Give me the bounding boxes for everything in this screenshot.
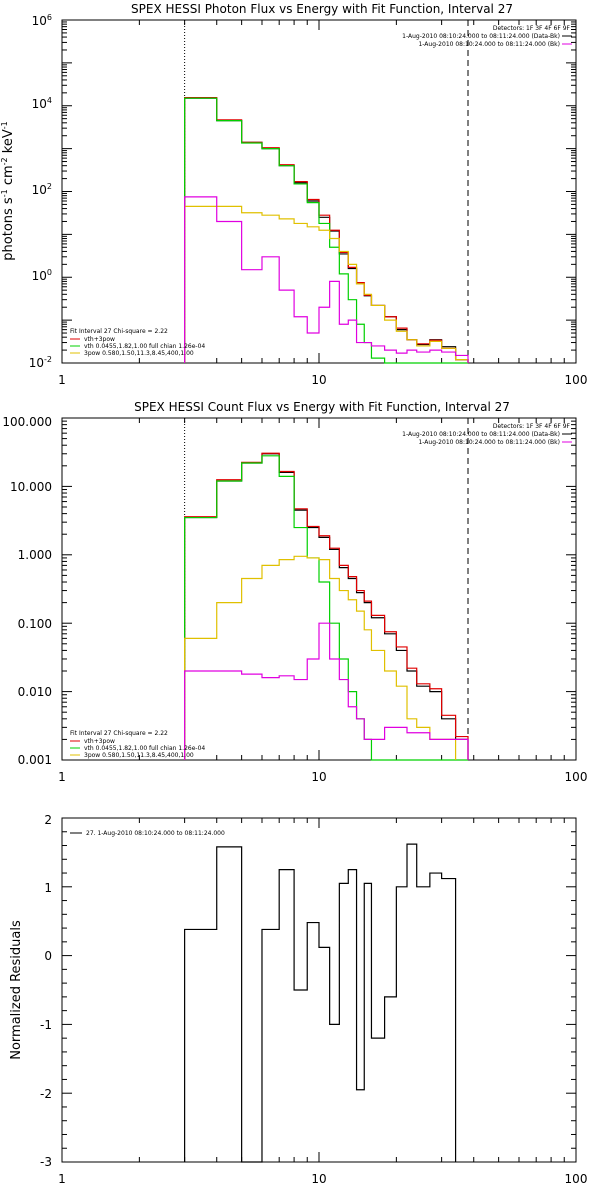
- series-group: [184, 843, 457, 1163]
- legend-label-thermal: vth 0.0455,1.82,1.00 full chian 1.26e-04: [84, 343, 205, 350]
- residuals-chart: -3 -2 -1 0 1 2 Normalized Residuals 1 10…: [9, 813, 587, 1186]
- bk-interval-label: 1-Aug-2010 08:10:24.000 to 08:11:24.000 …: [418, 439, 560, 446]
- legend-label: 27. 1-Aug-2010 08:10:24.000 to 08:11:24.…: [86, 830, 225, 837]
- y-tick-label: 0: [44, 949, 52, 963]
- x-tick-label: 10: [311, 770, 326, 784]
- bk-interval-label: 1-Aug-2010 08:10:24.000 to 08:11:24.000 …: [418, 41, 560, 48]
- fit-legend: Fit Interval 27 Chi-square = 2.22 vth+3p…: [70, 730, 205, 759]
- legend-label-total: vth+3pow: [84, 738, 115, 745]
- x-axis-tick-labels: 1 10 100: [58, 1172, 587, 1186]
- plot-frame: [61, 817, 577, 1163]
- series-line-data: [184, 843, 457, 1163]
- residual-legend: 27. 1-Aug-2010 08:10:24.000 to 08:11:24.…: [70, 830, 225, 837]
- header-text: Detectors: 1F 3F 4F 6F 9F 1-Aug-2010 08:…: [402, 423, 572, 446]
- y-tick-label: 100.000: [2, 415, 52, 429]
- detectors-label: Detectors: 1F 3F 4F 6F 9F: [493, 25, 571, 32]
- x-tick-label: 1: [58, 373, 66, 387]
- x-tick-label: 100: [565, 770, 588, 784]
- series-line-background: [184, 622, 469, 760]
- x-axis-tick-labels: 1 10 100: [58, 373, 587, 387]
- y-tick-label: 0.100: [18, 617, 52, 631]
- axes: [61, 418, 576, 761]
- series-group: [184, 418, 469, 761]
- y-axis-label: photons s-1 cm-2 keV-1: [0, 121, 16, 260]
- y-tick-label: 0.001: [18, 753, 52, 767]
- y-tick-label: -3: [40, 1155, 52, 1169]
- y-tick-label: 2: [44, 813, 52, 827]
- legend-header: Fit Interval 27 Chi-square = 2.22: [70, 328, 168, 335]
- series-line-data: [184, 453, 469, 760]
- x-tick-label: 100: [565, 1172, 588, 1186]
- y-tick-label: 1.000: [18, 548, 52, 562]
- count-flux-chart: SPEX HESSI Count Flux vs Energy with Fit…: [2, 400, 587, 784]
- axes: [61, 817, 576, 1163]
- y-axis-tick-labels: 10-2 100 102 104 106: [29, 13, 52, 370]
- chart-title: SPEX HESSI Count Flux vs Energy with Fit…: [134, 400, 510, 414]
- legend-label-power: 3pow 0.580,1.50,11.3,8.45,400,1.00: [84, 752, 194, 759]
- plot-frame: [61, 417, 577, 761]
- series-line-total: [184, 96, 469, 363]
- y-tick-label: -2: [40, 1087, 52, 1101]
- legend-label-power: 3pow 0.580,1.50,11.3,8.45,400,1.00: [84, 350, 194, 357]
- y-tick-label: 1: [44, 881, 52, 895]
- legend-header: Fit Interval 27 Chi-square = 2.22: [70, 730, 168, 737]
- y-tick-label: 102: [32, 182, 52, 197]
- x-tick-label: 10: [311, 1172, 326, 1186]
- y-axis-label: Normalized Residuals: [9, 920, 24, 1060]
- chart-title: SPEX HESSI Photon Flux vs Energy with Fi…: [131, 2, 513, 16]
- y-tick-label: 104: [32, 96, 52, 111]
- y-tick-label: 106: [32, 13, 52, 28]
- series-line-power: [184, 555, 457, 760]
- x-tick-label: 10: [311, 373, 326, 387]
- x-tick-label: 100: [565, 373, 588, 387]
- series-line-background: [184, 196, 469, 363]
- y-tick-label: 10-2: [29, 355, 52, 370]
- header-text: Detectors: 1F 3F 4F 6F 9F 1-Aug-2010 08:…: [402, 25, 572, 48]
- series-line-total: [184, 452, 469, 760]
- data-interval-label: 1-Aug-2010 08:10:24.000 to 08:11:24.000 …: [402, 431, 560, 438]
- legend-label-total: vth+3pow: [84, 336, 115, 343]
- x-tick-label: 1: [58, 1172, 66, 1186]
- y-axis-tick-labels: 0.001 0.010 0.100 1.000 10.000 100.000: [2, 415, 52, 767]
- y-axis-tick-labels: -3 -2 -1 0 1 2: [40, 813, 52, 1169]
- data-interval-label: 1-Aug-2010 08:10:24.000 to 08:11:24.000 …: [402, 33, 560, 40]
- x-axis-tick-labels: 1 10 100: [58, 770, 587, 784]
- legend-label-thermal: vth 0.0455,1.82,1.00 full chian 1.26e-04: [84, 745, 205, 752]
- axes: [61, 20, 576, 364]
- y-tick-label: 0.010: [18, 685, 52, 699]
- y-tick-label: 10.000: [10, 480, 52, 494]
- y-tick-label: 100: [32, 268, 52, 283]
- detectors-label: Detectors: 1F 3F 4F 6F 9F: [493, 423, 571, 430]
- series-line-power: [184, 205, 469, 363]
- y-tick-label: -1: [40, 1018, 52, 1032]
- x-tick-label: 1: [58, 770, 66, 784]
- photon-flux-chart: SPEX HESSI Photon Flux vs Energy with Fi…: [0, 2, 587, 387]
- fit-legend: Fit Interval 27 Chi-square = 2.22 vth+3p…: [70, 328, 205, 357]
- series-group: [184, 20, 469, 364]
- series-line-thermal: [184, 455, 469, 761]
